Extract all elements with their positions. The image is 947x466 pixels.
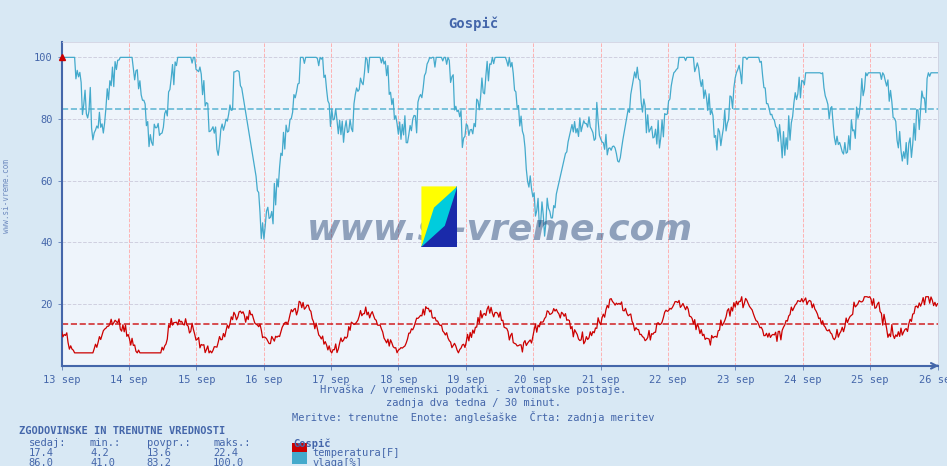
Text: 86.0: 86.0: [28, 458, 53, 466]
Polygon shape: [421, 186, 457, 247]
Text: povpr.:: povpr.:: [147, 438, 190, 448]
Text: 4.2: 4.2: [90, 448, 109, 458]
Text: temperatura[F]: temperatura[F]: [313, 448, 400, 458]
Text: ZGODOVINSKE IN TRENUTNE VREDNOSTI: ZGODOVINSKE IN TRENUTNE VREDNOSTI: [19, 426, 225, 436]
Polygon shape: [421, 186, 457, 247]
Text: vlaga[%]: vlaga[%]: [313, 458, 363, 466]
Text: 100.0: 100.0: [213, 458, 244, 466]
Text: 22.4: 22.4: [213, 448, 238, 458]
Polygon shape: [421, 186, 457, 247]
Text: www.si-vreme.com: www.si-vreme.com: [307, 213, 692, 247]
Text: Gospič: Gospič: [448, 16, 499, 31]
Text: zadnja dva tedna / 30 minut.: zadnja dva tedna / 30 minut.: [386, 398, 561, 408]
Text: 17.4: 17.4: [28, 448, 53, 458]
Text: maks.:: maks.:: [213, 438, 251, 448]
Text: www.si-vreme.com: www.si-vreme.com: [2, 159, 11, 233]
Text: min.:: min.:: [90, 438, 121, 448]
Text: 13.6: 13.6: [147, 448, 171, 458]
Text: 41.0: 41.0: [90, 458, 115, 466]
Text: Meritve: trenutne  Enote: anglešaške  Črta: zadnja meritev: Meritve: trenutne Enote: anglešaške Črta…: [293, 411, 654, 423]
Text: Gospič: Gospič: [294, 438, 331, 449]
Text: 83.2: 83.2: [147, 458, 171, 466]
Text: Hrvaška / vremenski podatki - avtomatske postaje.: Hrvaška / vremenski podatki - avtomatske…: [320, 384, 627, 395]
Text: sedaj:: sedaj:: [28, 438, 66, 448]
